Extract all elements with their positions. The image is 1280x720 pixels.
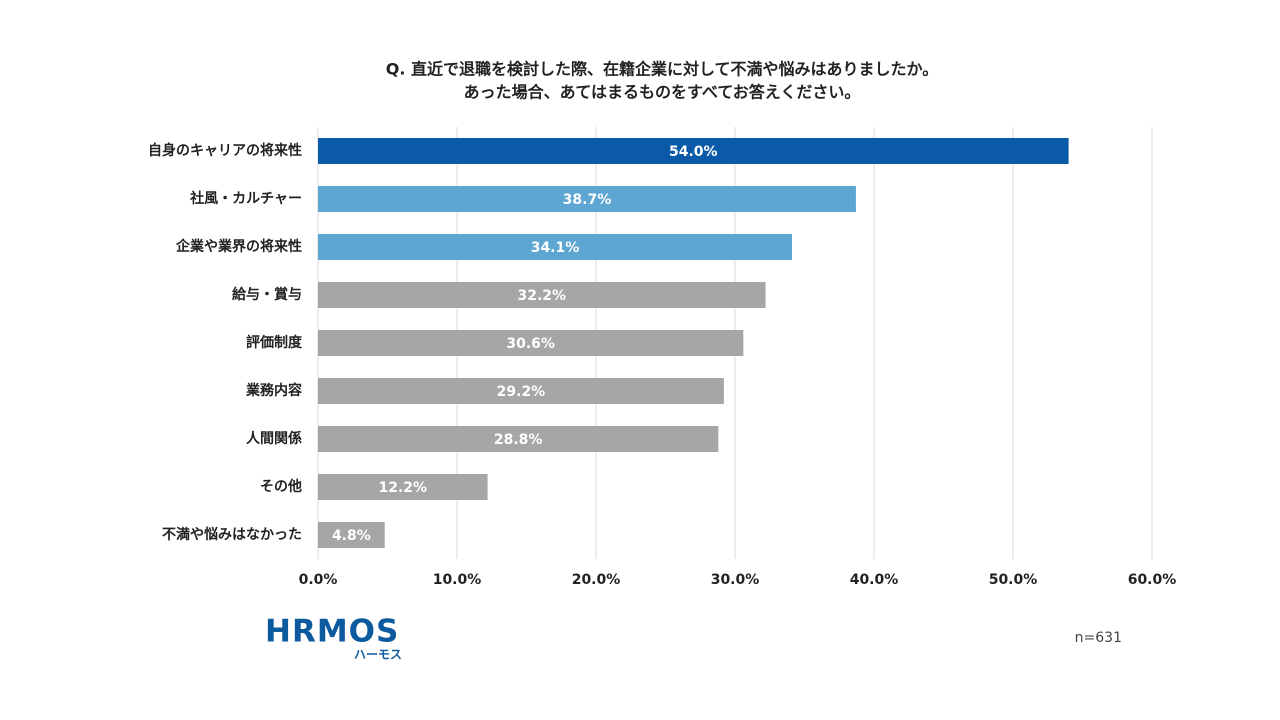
x-tick-label: 0.0%: [299, 572, 338, 588]
value-label: 34.1%: [531, 240, 580, 256]
bar: [318, 330, 744, 356]
chart-title: あった場合、あてはまるものをすべてお答えください。: [464, 83, 861, 102]
value-label: 29.2%: [497, 384, 546, 400]
y-tick-label: 不満や悩みはなかった: [162, 526, 302, 543]
y-tick-label: 社風・カルチャー: [189, 190, 302, 207]
y-tick-label: 自身のキャリアの将来性: [148, 142, 302, 159]
bar: [318, 474, 488, 500]
chart-title: Q. 直近で退職を検討した際、在籍企業に対して不満や悩みはありましたか。: [386, 60, 938, 79]
logo: HRMOS: [265, 614, 399, 650]
value-label: 12.2%: [379, 480, 428, 496]
value-label: 30.6%: [506, 336, 555, 352]
value-label: 54.0%: [669, 144, 718, 160]
value-label: 4.8%: [332, 528, 371, 544]
value-label: 38.7%: [563, 192, 612, 208]
y-tick-label: 人間関係: [246, 430, 302, 447]
y-tick-label: 業務内容: [245, 382, 302, 399]
bar: [318, 138, 1069, 164]
bar: [318, 378, 724, 404]
sample-size: n=631: [1075, 630, 1122, 646]
x-tick-label: 30.0%: [711, 572, 760, 588]
y-tick-label: 企業や業界の将来性: [175, 238, 302, 255]
bar: [318, 186, 856, 212]
y-tick-label: 評価制度: [246, 334, 303, 351]
value-label: 32.2%: [518, 288, 567, 304]
bar: [318, 522, 385, 548]
x-tick-label: 40.0%: [850, 572, 899, 588]
logo-subtext: ハーモス: [354, 648, 402, 662]
x-tick-label: 60.0%: [1128, 572, 1177, 588]
bar: [318, 234, 792, 260]
bar: [318, 282, 766, 308]
bar: [318, 426, 719, 452]
y-tick-label: その他: [260, 478, 302, 495]
x-tick-label: 10.0%: [433, 572, 482, 588]
x-tick-label: 50.0%: [989, 572, 1038, 588]
x-tick-label: 20.0%: [572, 572, 621, 588]
value-label: 28.8%: [494, 432, 543, 448]
y-tick-label: 給与・賞与: [232, 286, 302, 303]
